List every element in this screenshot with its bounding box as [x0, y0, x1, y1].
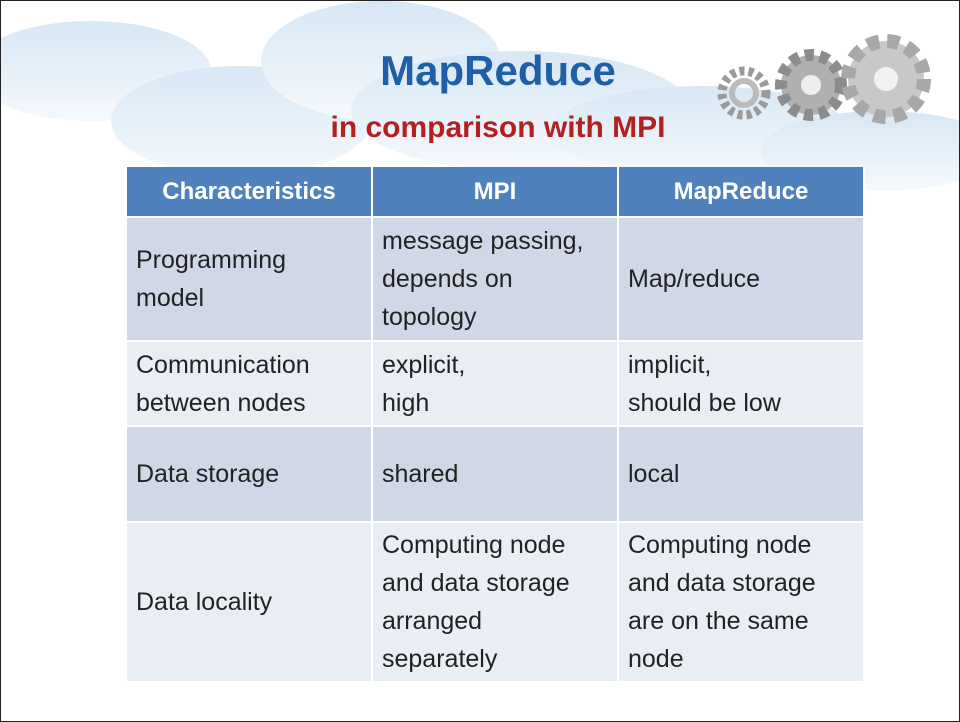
- table-cell: message passing, depends on topology: [373, 218, 619, 342]
- table-cell: Data storage: [127, 427, 373, 523]
- cell-line: should be low: [628, 388, 781, 417]
- cell-line: Computing node: [628, 531, 812, 559]
- table-cell: local: [619, 427, 865, 523]
- cell-line: Map/reduce: [628, 265, 761, 293]
- title: MapReduce: [380, 47, 616, 94]
- cell-line: topology: [382, 303, 477, 331]
- cell-line: Data storage: [136, 460, 280, 488]
- table-cell: Data locality: [127, 523, 373, 683]
- gears: [717, 34, 931, 124]
- cell-line: Communication: [136, 350, 310, 379]
- cell-line: and data storage: [382, 569, 570, 597]
- cell-line: message passing,: [382, 227, 584, 255]
- header-cell: MPI: [373, 167, 619, 218]
- table-cell: shared: [373, 427, 619, 523]
- cell-line: shared: [382, 460, 459, 488]
- cell-line: local: [628, 460, 680, 488]
- header-cell: MapReduce: [619, 167, 865, 218]
- table-cell: implicit, should be low: [619, 342, 865, 427]
- header-cell: Characteristics: [127, 167, 373, 218]
- cell-line: depends on: [382, 265, 513, 293]
- cell-line: implicit,: [628, 350, 712, 379]
- table-cell: Computing node and data storage arranged se…: [373, 523, 619, 683]
- cell-line: Programming: [136, 246, 287, 274]
- cell-line: arranged: [382, 607, 483, 635]
- cell-line: Data locality: [136, 588, 273, 616]
- table-cell: Programming model: [127, 218, 373, 342]
- cell-line: node: [628, 645, 684, 673]
- cell-line: high: [382, 388, 430, 417]
- cell-line: explicit,: [382, 350, 466, 379]
- cell-line: model: [136, 284, 205, 312]
- cell-line: between nodes: [136, 388, 306, 417]
- table-cell: Communication between nodes: [127, 342, 373, 427]
- table-cell: Computing node and data storage are on the…: [619, 523, 865, 683]
- table-cell: explicit, high: [373, 342, 619, 427]
- cell-line: and data storage: [628, 569, 816, 597]
- table-cell: Map/reduce: [619, 218, 865, 342]
- cell-line: Computing node: [382, 531, 566, 559]
- cell-line: separately: [382, 645, 498, 673]
- cell-line: are on the same: [628, 607, 809, 635]
- subtitle: in comparison with MPI: [330, 111, 666, 144]
